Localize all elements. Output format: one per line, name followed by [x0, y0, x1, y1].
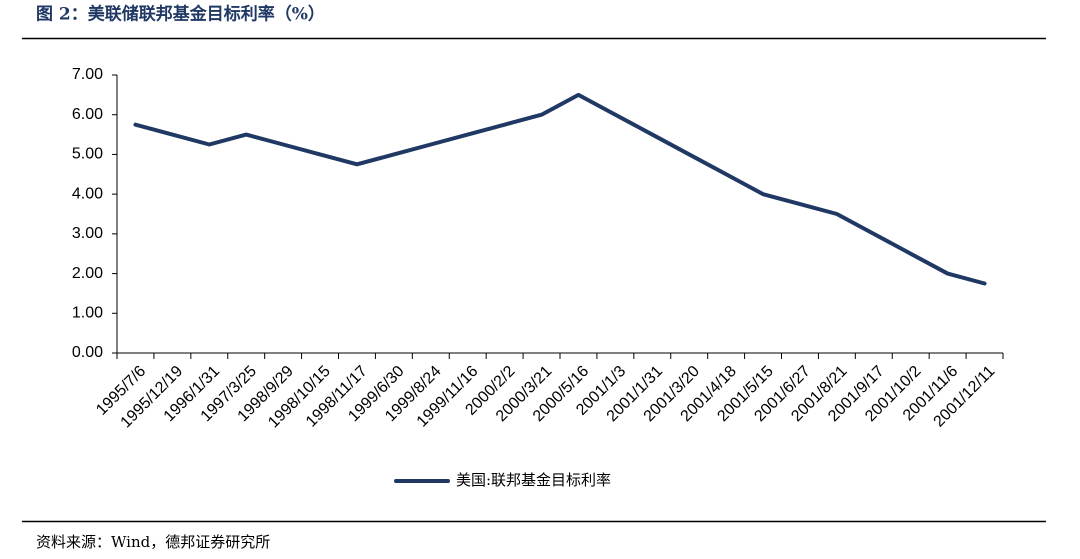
y-tick-label: 5.00 [72, 146, 103, 163]
source-note: 资料来源：Wind，德邦证券研究所 [36, 533, 270, 551]
chart-title: 图 2：美联储联邦基金目标利率（%） [36, 4, 325, 25]
y-tick-label: 2.00 [72, 265, 103, 282]
y-tick-label: 1.00 [72, 305, 103, 322]
y-tick-label: 6.00 [72, 106, 103, 123]
y-tick-label: 7.00 [72, 66, 103, 83]
legend-label: 美国:联邦基金目标利率 [456, 471, 611, 489]
y-tick-label: 4.00 [72, 185, 103, 202]
y-tick-label: 3.00 [72, 225, 103, 242]
line-series [133, 92, 987, 286]
y-tick-label: 0.00 [72, 344, 103, 361]
